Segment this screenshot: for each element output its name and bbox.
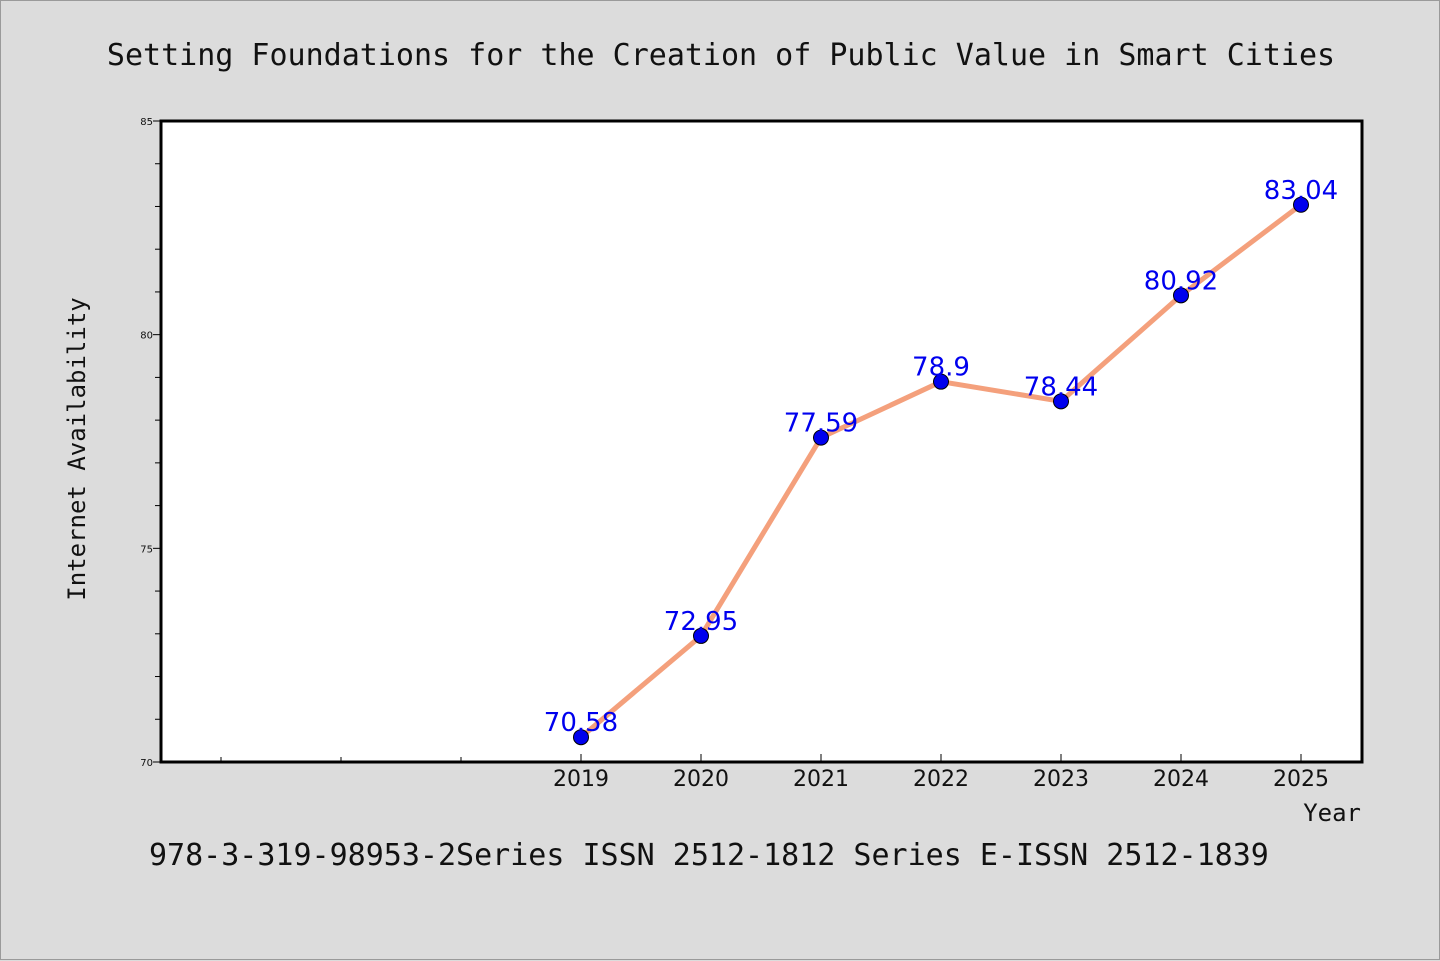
x-tick-label: 2023	[1033, 767, 1089, 792]
data-label: 78.9	[912, 353, 970, 383]
data-label: 78.44	[1024, 372, 1098, 402]
x-axis-ticks: 2019 2020 2021 2022 2023 2024 2025	[220, 754, 1329, 792]
data-label: 70.58	[544, 708, 618, 738]
data-point	[1053, 393, 1069, 410]
y-tick-label: 70	[140, 758, 153, 769]
x-tick-label: 2020	[673, 767, 729, 792]
series-layer: 70.58 72.95 77.59 78.9 78.44 80.92 83.04	[544, 176, 1338, 746]
x-tick-label: 2022	[913, 767, 969, 792]
y-axis-label: Internet Availability	[63, 297, 91, 600]
x-axis-label: Year	[1303, 799, 1361, 827]
data-point	[813, 429, 829, 446]
plot-area	[159, 119, 1364, 764]
data-label: 77.59	[784, 409, 858, 439]
data-point	[1173, 287, 1189, 304]
data-label: 72.95	[664, 607, 738, 637]
y-axis-ticks: 70 75 80 85	[140, 117, 161, 769]
data-point	[1293, 196, 1309, 213]
x-tick-label: 2019	[553, 767, 609, 792]
x-tick-label: 2025	[1273, 767, 1329, 792]
y-tick-label: 80	[140, 331, 153, 342]
data-point	[933, 373, 949, 390]
x-tick-label: 2024	[1153, 767, 1209, 792]
y-tick-label: 75	[140, 544, 153, 555]
chart-title: Setting Foundations for the Creation of …	[107, 38, 1335, 73]
data-label: 80.92	[1144, 266, 1218, 296]
footer-text: 978-3-319-98953-2Series ISSN 2512-1812 S…	[149, 838, 1269, 873]
data-point	[573, 729, 589, 746]
data-label: 83.04	[1264, 176, 1338, 206]
y-tick-label: 85	[140, 117, 153, 128]
data-point	[693, 627, 709, 644]
x-tick-label: 2021	[793, 767, 849, 792]
